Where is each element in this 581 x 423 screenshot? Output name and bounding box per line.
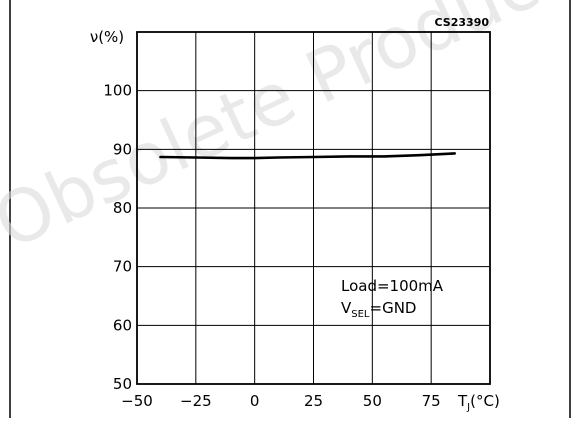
- tick-labels: −50 −25 0 25 50 75 50 60 70 80 90 100: [103, 82, 440, 410]
- figure-code: CS23390: [435, 16, 490, 29]
- x-axis-label-sub: J: [466, 402, 470, 413]
- plot-area-border: [136, 31, 491, 385]
- x-axis-label-unit: (°C): [470, 392, 500, 410]
- annotation-vsel-sub: SEL: [351, 309, 370, 320]
- y-tick-label: 70: [113, 258, 132, 276]
- x-tick-label: 75: [422, 392, 441, 410]
- series-line: [159, 152, 457, 160]
- x-axis-label-main: T: [457, 392, 468, 410]
- x-tick-label: 50: [363, 392, 382, 410]
- x-axis-label: TJ(°C): [457, 392, 500, 413]
- series: [159, 152, 457, 160]
- annotation-vsel: VSEL=GND: [341, 299, 416, 320]
- y-axis-label: ν(%): [90, 28, 124, 46]
- axes: [136, 31, 491, 385]
- annotation-vsel-main: V: [341, 299, 352, 317]
- y-tick-label: 100: [103, 82, 132, 100]
- x-tick-label: 25: [304, 392, 323, 410]
- x-tick-label: −50: [121, 392, 153, 410]
- y-tick-label: 50: [113, 375, 132, 393]
- annotation-vsel-rest: =GND: [370, 299, 417, 317]
- grid: [137, 32, 490, 384]
- x-tick-label: −25: [180, 392, 212, 410]
- y-tick-label: 80: [113, 199, 132, 217]
- y-tick-label: 60: [113, 316, 132, 334]
- y-tick-label: 90: [113, 140, 132, 158]
- annotation-load: Load=100mA: [341, 277, 444, 295]
- x-tick-label: 0: [250, 392, 260, 410]
